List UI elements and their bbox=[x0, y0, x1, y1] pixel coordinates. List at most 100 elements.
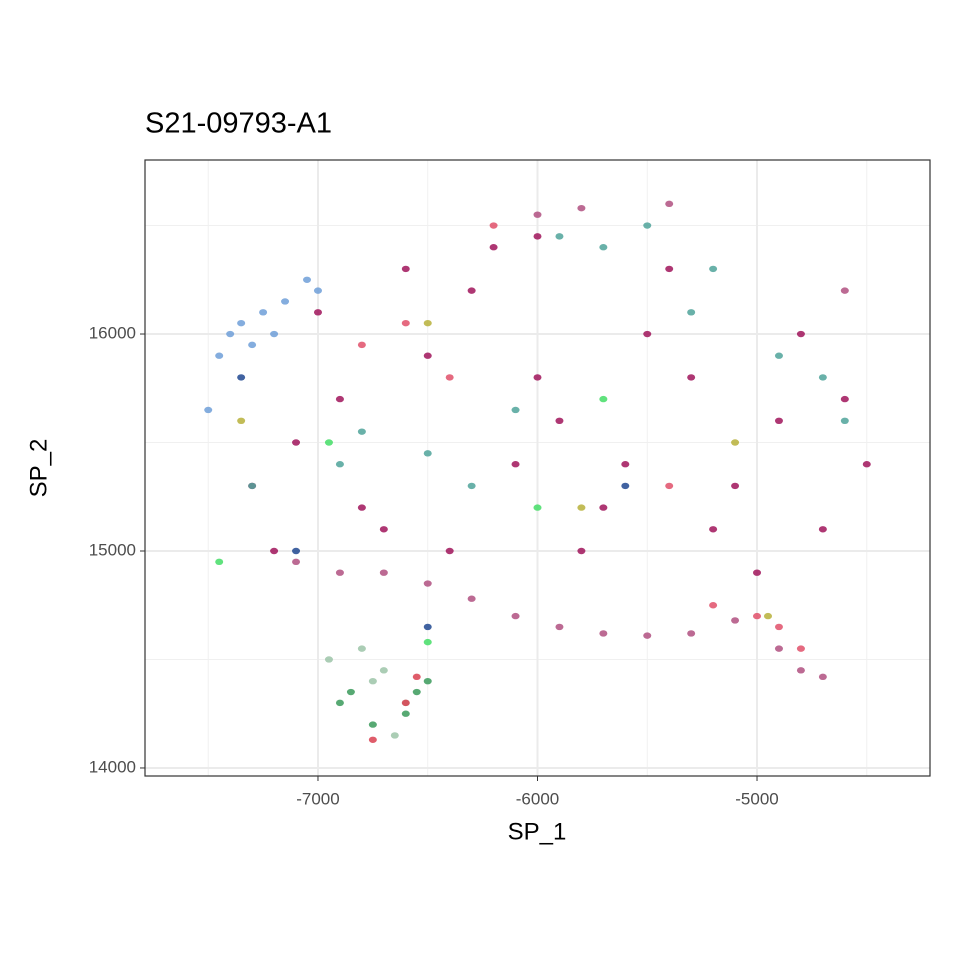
point bbox=[763, 612, 772, 620]
point bbox=[303, 276, 312, 283]
point bbox=[665, 200, 674, 208]
point bbox=[401, 319, 410, 327]
point bbox=[774, 417, 783, 425]
point bbox=[390, 732, 399, 739]
x-tick-label: -6000 bbox=[516, 789, 559, 808]
point bbox=[796, 645, 805, 652]
point bbox=[467, 482, 476, 490]
point bbox=[324, 439, 333, 446]
point bbox=[292, 547, 301, 555]
point bbox=[818, 673, 827, 681]
point bbox=[357, 428, 366, 435]
point bbox=[313, 287, 322, 294]
point bbox=[796, 330, 805, 338]
point bbox=[533, 211, 542, 218]
x-axis-label: SP_1 bbox=[508, 818, 567, 845]
point bbox=[237, 417, 246, 425]
point bbox=[292, 439, 301, 446]
point bbox=[248, 482, 257, 490]
point bbox=[324, 656, 333, 663]
y-tick-label: 14000 bbox=[89, 757, 136, 776]
point bbox=[357, 341, 366, 349]
point bbox=[215, 558, 224, 566]
point bbox=[368, 721, 377, 728]
point bbox=[467, 595, 476, 602]
point bbox=[237, 374, 246, 381]
point bbox=[270, 547, 279, 555]
point bbox=[335, 395, 344, 403]
point bbox=[215, 352, 224, 359]
point bbox=[774, 623, 783, 631]
point bbox=[467, 287, 476, 294]
point bbox=[423, 580, 432, 587]
point bbox=[335, 569, 344, 576]
point bbox=[248, 341, 257, 349]
point bbox=[401, 710, 410, 717]
point bbox=[753, 569, 762, 576]
point bbox=[357, 504, 366, 511]
point bbox=[423, 319, 432, 327]
point bbox=[423, 638, 432, 646]
point bbox=[379, 569, 388, 576]
point bbox=[368, 677, 377, 685]
point bbox=[445, 547, 454, 555]
point bbox=[665, 482, 674, 490]
point bbox=[621, 482, 630, 490]
point bbox=[533, 374, 542, 381]
point bbox=[599, 244, 608, 251]
y-tick-label: 15000 bbox=[89, 540, 136, 559]
point bbox=[753, 612, 762, 620]
point bbox=[204, 406, 213, 414]
point bbox=[709, 526, 718, 533]
point bbox=[368, 736, 377, 743]
point bbox=[577, 547, 586, 555]
point bbox=[643, 222, 652, 229]
point bbox=[270, 330, 279, 338]
point bbox=[335, 699, 344, 707]
point bbox=[226, 330, 235, 338]
point bbox=[555, 623, 564, 631]
point bbox=[599, 395, 608, 403]
point bbox=[346, 688, 355, 696]
point bbox=[489, 244, 498, 251]
point bbox=[335, 461, 344, 468]
point bbox=[818, 526, 827, 533]
point bbox=[687, 309, 696, 316]
point bbox=[412, 688, 421, 696]
point bbox=[774, 645, 783, 652]
point bbox=[511, 461, 520, 468]
point bbox=[423, 450, 432, 457]
point bbox=[533, 233, 542, 240]
point bbox=[401, 265, 410, 273]
point bbox=[379, 667, 388, 674]
point bbox=[555, 233, 564, 240]
point bbox=[796, 667, 805, 674]
point bbox=[862, 461, 871, 468]
point bbox=[423, 352, 432, 359]
points bbox=[204, 200, 871, 743]
x-tick-label: -5000 bbox=[735, 789, 778, 808]
chart-title: S21-09793-A1 bbox=[145, 108, 332, 140]
point bbox=[665, 265, 674, 273]
point bbox=[643, 330, 652, 338]
point bbox=[511, 612, 520, 620]
point bbox=[840, 395, 849, 403]
point bbox=[237, 319, 246, 327]
point bbox=[379, 526, 388, 533]
grid bbox=[145, 160, 930, 776]
point bbox=[687, 630, 696, 637]
point bbox=[774, 352, 783, 359]
point bbox=[599, 504, 608, 511]
y-tick-label: 16000 bbox=[89, 324, 136, 343]
point bbox=[357, 645, 366, 652]
point bbox=[599, 630, 608, 637]
point bbox=[423, 623, 432, 631]
point bbox=[401, 699, 410, 707]
point bbox=[840, 287, 849, 294]
y-axis-label: SP_2 bbox=[25, 439, 52, 498]
point bbox=[313, 309, 322, 316]
point bbox=[533, 504, 542, 511]
point bbox=[577, 504, 586, 511]
point bbox=[412, 673, 421, 681]
